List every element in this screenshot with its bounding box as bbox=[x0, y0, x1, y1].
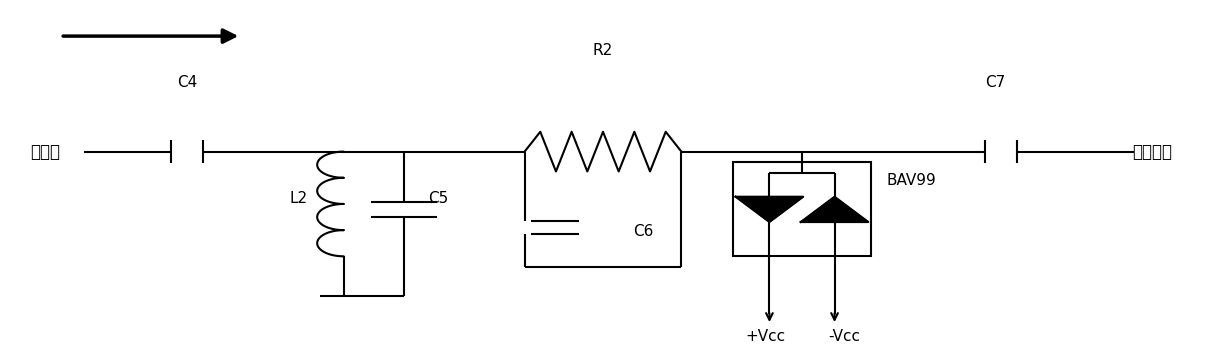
Text: L2: L2 bbox=[289, 191, 308, 206]
Text: +Vcc: +Vcc bbox=[745, 329, 786, 344]
Text: -Vcc: -Vcc bbox=[829, 329, 860, 344]
Polygon shape bbox=[801, 197, 868, 222]
Text: C4: C4 bbox=[177, 75, 197, 90]
Bar bbox=[733, 162, 871, 256]
Polygon shape bbox=[736, 197, 803, 222]
Text: R2: R2 bbox=[593, 43, 613, 58]
Text: C6: C6 bbox=[633, 223, 654, 239]
Text: BAV99: BAV99 bbox=[886, 173, 936, 188]
Text: 输入端: 输入端 bbox=[30, 143, 60, 161]
Text: 输出端口: 输出端口 bbox=[1132, 143, 1172, 161]
Text: C7: C7 bbox=[985, 75, 1005, 90]
Text: C5: C5 bbox=[428, 191, 449, 206]
